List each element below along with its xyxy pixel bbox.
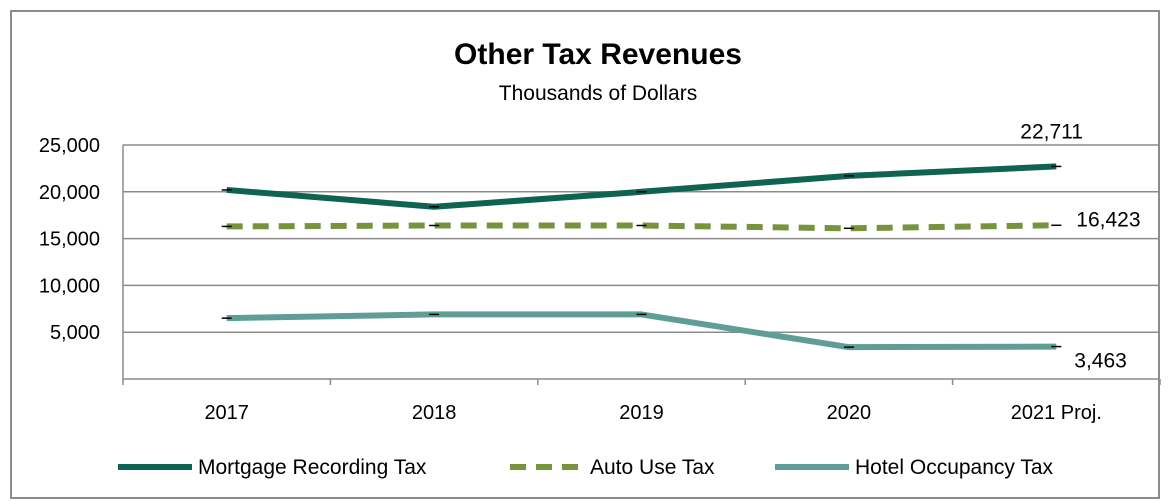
legend-label: Mortgage Recording Tax	[198, 456, 427, 479]
y-tick-label: 20,000	[39, 182, 100, 204]
chart-frame	[10, 10, 1160, 499]
chart-subtitle: Thousands of Dollars	[498, 82, 698, 105]
legend-label: Auto Use Tax	[590, 456, 715, 479]
x-tick-label: 2018	[412, 402, 457, 424]
data-label: 22,711	[1020, 120, 1083, 143]
y-tick-label: 15,000	[39, 229, 100, 251]
x-tick-label: 2021 Proj.	[1011, 402, 1102, 424]
y-tick-label: 5,000	[50, 322, 100, 344]
series-line	[226, 222, 1057, 232]
x-tick-label: 2020	[827, 402, 872, 424]
series-line	[226, 311, 1057, 351]
legend-label: Hotel Occupancy Tax	[855, 456, 1054, 479]
data-label: 16,423	[1076, 208, 1140, 231]
y-tick-label: 10,000	[39, 275, 100, 297]
data-label: 3,463	[1074, 350, 1127, 373]
y-tick-label: 25,000	[39, 135, 100, 157]
x-tick-label: 2019	[619, 402, 664, 424]
chart-title: Other Tax Revenues	[454, 38, 742, 71]
x-tick-label: 2017	[204, 402, 249, 424]
series-line	[226, 163, 1057, 210]
